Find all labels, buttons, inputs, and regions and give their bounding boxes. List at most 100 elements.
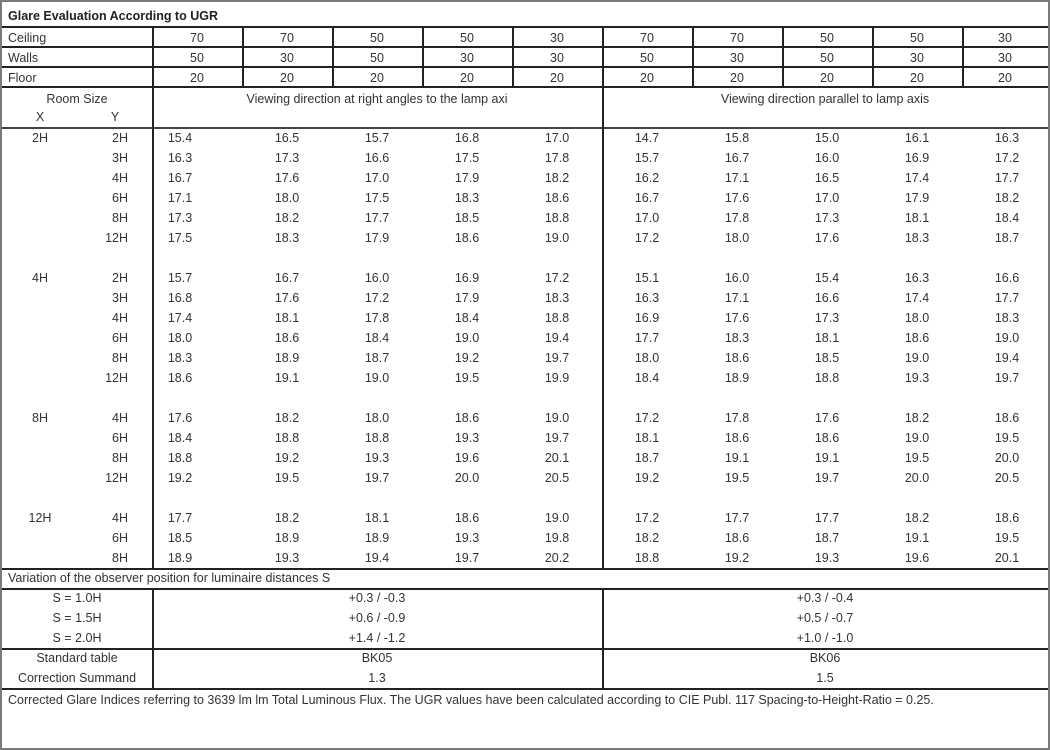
- ugr-value-parallel: 16.7: [634, 191, 660, 205]
- ugr-value-parallel: 17.2: [994, 151, 1020, 165]
- correction-summand-label: Correction Summand: [17, 671, 137, 685]
- variation-parallel: +0.5 / -0.7: [796, 611, 854, 625]
- room-y-value: 8H: [112, 351, 128, 365]
- ugr-value-perpendicular: 17.6: [274, 291, 300, 305]
- ugr-value-parallel: 18.6: [724, 431, 750, 445]
- ugr-value-perpendicular: 18.8: [364, 431, 390, 445]
- ugr-value-perpendicular: 17.5: [364, 191, 390, 205]
- ugr-value-perpendicular: 19.5: [274, 471, 300, 485]
- divider: [2, 26, 1048, 28]
- ugr-value-perpendicular: 20.5: [544, 471, 570, 485]
- ugr-value-parallel: 18.5: [814, 351, 840, 365]
- ugr-value-parallel: 16.3: [634, 291, 660, 305]
- room-y-value: 2H: [112, 131, 128, 145]
- divider: [2, 127, 1048, 129]
- ugr-value-parallel: 20.0: [994, 451, 1020, 465]
- room-y-value: 4H: [112, 311, 128, 325]
- ugr-value-parallel: 17.2: [634, 411, 660, 425]
- divider: [2, 568, 1048, 570]
- ugr-value-perpendicular: 18.5: [167, 531, 193, 545]
- ugr-value-parallel: 17.8: [724, 411, 750, 425]
- room-y-value: 2H: [112, 271, 128, 285]
- ugr-value-parallel: 17.7: [994, 291, 1020, 305]
- walls-value: 30: [550, 51, 564, 65]
- ugr-value-parallel: 15.4: [814, 271, 840, 285]
- ugr-value-parallel: 19.4: [994, 351, 1020, 365]
- ugr-value-perpendicular: 18.1: [274, 311, 300, 325]
- ugr-value-perpendicular: 18.0: [167, 331, 193, 345]
- ugr-value-parallel: 16.9: [634, 311, 660, 325]
- ugr-value-parallel: 16.3: [994, 131, 1020, 145]
- ugr-value-perpendicular: 19.4: [544, 331, 570, 345]
- ugr-value-perpendicular: 19.4: [364, 551, 390, 565]
- ugr-value-perpendicular: 18.6: [454, 231, 480, 245]
- ugr-value-parallel: 15.7: [634, 151, 660, 165]
- ugr-value-parallel: 18.0: [634, 351, 660, 365]
- room-y-value: 4H: [112, 511, 128, 525]
- ugr-value-parallel: 19.5: [994, 431, 1020, 445]
- room-y-value: 6H: [112, 331, 128, 345]
- ugr-value-parallel: 19.5: [994, 531, 1020, 545]
- ugr-value-perpendicular: 19.2: [454, 351, 480, 365]
- ugr-value-parallel: 18.1: [634, 431, 660, 445]
- ugr-value-parallel: 19.3: [814, 551, 840, 565]
- ugr-value-perpendicular: 18.6: [544, 191, 570, 205]
- floor-value: 20: [820, 71, 834, 85]
- ugr-value-parallel: 17.9: [904, 191, 930, 205]
- ugr-value-parallel: 18.0: [904, 311, 930, 325]
- ugr-value-parallel: 18.6: [724, 351, 750, 365]
- ugr-value-parallel: 18.6: [814, 431, 840, 445]
- room-x-value: 2H: [32, 131, 48, 145]
- ceiling-value: 50: [370, 31, 384, 45]
- ugr-value-parallel: 18.8: [814, 371, 840, 385]
- divider: [962, 26, 964, 88]
- divider: [782, 26, 784, 88]
- walls-value: 30: [730, 51, 744, 65]
- divider: [602, 86, 604, 568]
- ugr-value-parallel: 18.2: [904, 511, 930, 525]
- variation-perpendicular: +0.3 / -0.3: [348, 591, 406, 605]
- floor-label: Floor: [8, 71, 37, 85]
- ugr-value-parallel: 19.2: [724, 551, 750, 565]
- ugr-value-perpendicular: 17.7: [364, 211, 390, 225]
- ugr-value-perpendicular: 17.4: [167, 311, 193, 325]
- ugr-value-perpendicular: 16.0: [364, 271, 390, 285]
- ugr-value-parallel: 18.2: [904, 411, 930, 425]
- walls-value: 30: [280, 51, 294, 65]
- ugr-value-perpendicular: 19.7: [544, 351, 570, 365]
- room-y-value: 12H: [105, 371, 128, 385]
- ugr-value-perpendicular: 17.8: [544, 151, 570, 165]
- ugr-value-parallel: 18.6: [994, 411, 1020, 425]
- table-title: Glare Evaluation According to UGR: [8, 9, 218, 23]
- variation-parallel: +1.0 / -1.0: [796, 631, 854, 645]
- ugr-value-perpendicular: 18.5: [454, 211, 480, 225]
- ugr-value-perpendicular: 17.9: [454, 171, 480, 185]
- ugr-value-parallel: 17.4: [904, 171, 930, 185]
- variation-label: S = 2.0H: [52, 631, 102, 645]
- ugr-value-perpendicular: 18.2: [274, 511, 300, 525]
- ugr-value-parallel: 14.7: [634, 131, 660, 145]
- room-y-value: 4H: [112, 411, 128, 425]
- x-label: X: [35, 110, 45, 124]
- ugr-value-perpendicular: 17.6: [274, 171, 300, 185]
- ugr-value-parallel: 17.7: [724, 511, 750, 525]
- ugr-value-perpendicular: 19.2: [274, 451, 300, 465]
- ceiling-value: 70: [190, 31, 204, 45]
- ugr-value-parallel: 18.4: [994, 211, 1020, 225]
- ugr-value-perpendicular: 19.0: [544, 231, 570, 245]
- ugr-value-perpendicular: 16.5: [274, 131, 300, 145]
- ugr-value-parallel: 18.2: [994, 191, 1020, 205]
- ugr-value-perpendicular: 19.2: [167, 471, 193, 485]
- ugr-value-perpendicular: 18.3: [454, 191, 480, 205]
- parallel-header: Viewing direction parallel to lamp axis: [720, 92, 930, 106]
- walls-value: 30: [998, 51, 1012, 65]
- ugr-value-parallel: 16.5: [814, 171, 840, 185]
- walls-label: Walls: [8, 51, 39, 65]
- room-y-value: 3H: [112, 291, 128, 305]
- ugr-value-parallel: 17.2: [634, 511, 660, 525]
- ugr-value-parallel: 19.5: [724, 471, 750, 485]
- variation-perpendicular: +0.6 / -0.9: [348, 611, 406, 625]
- ugr-value-parallel: 18.6: [724, 531, 750, 545]
- divider: [152, 588, 154, 688]
